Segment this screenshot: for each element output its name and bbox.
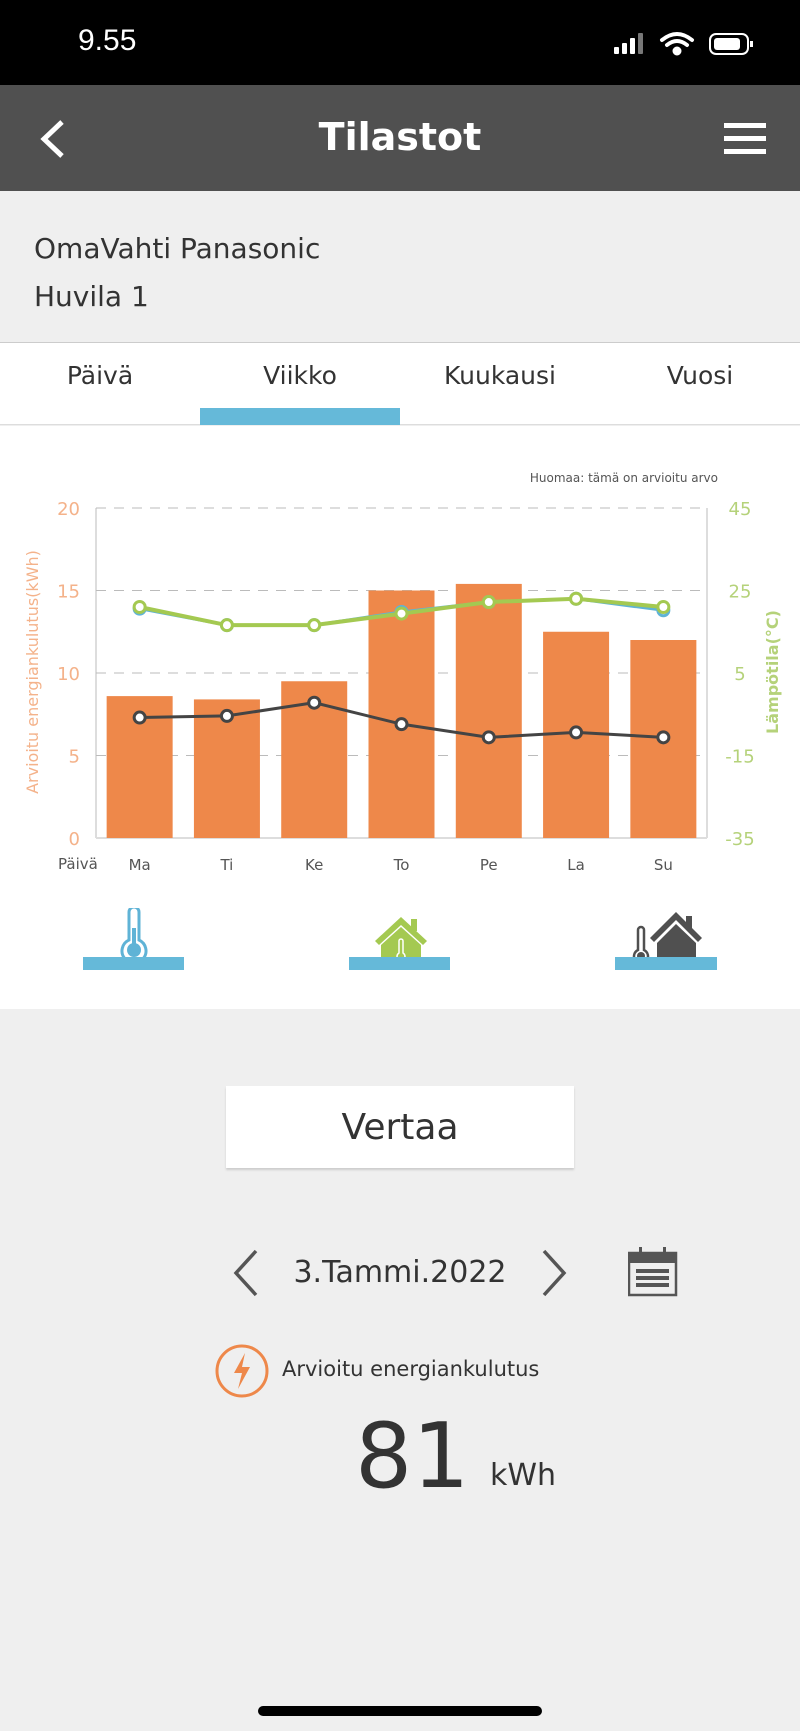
y-right-tick-label: 45 <box>729 499 752 520</box>
chevron-left-icon[interactable] <box>38 118 68 160</box>
battery-icon <box>709 33 753 55</box>
data-point <box>219 708 234 723</box>
legend-toggle-compare[interactable] <box>615 957 717 970</box>
home-indicator <box>258 1706 542 1716</box>
data-point <box>394 606 409 621</box>
bar-to <box>368 590 435 838</box>
data-point <box>219 618 234 633</box>
data-point <box>307 618 322 633</box>
x-tick-label: La <box>567 856 585 874</box>
legend-toggle-outdoor[interactable] <box>83 957 184 970</box>
y-axis-right-title: Lämpötila(°C) <box>763 610 782 734</box>
summary-unit: kWh <box>490 1458 557 1493</box>
data-point <box>132 710 147 725</box>
thermometer-icon[interactable] <box>118 908 150 966</box>
device-info: OmaVahti Panasonic Huvila 1 <box>0 191 800 343</box>
lightning-icon <box>215 1344 269 1398</box>
wifi-icon <box>660 32 694 56</box>
y-tick-label: 10 <box>57 664 80 685</box>
tab-vuosi[interactable]: Vuosi <box>666 361 734 390</box>
app-header: Tilastot <box>0 85 800 191</box>
energy-chart: Huomaa: tämä on arvioitu arvo 0 5 10 15 20 -3… <box>23 471 782 874</box>
x-axis-title: Päivä <box>58 855 98 873</box>
y-right-tick-label: -15 <box>725 747 754 768</box>
x-tick-label: To <box>393 856 410 874</box>
data-point <box>569 591 584 606</box>
thermometer-house-icon[interactable] <box>630 908 702 968</box>
tab-paiva[interactable]: Päivä <box>66 361 134 390</box>
y-tick-label: 15 <box>57 582 80 603</box>
data-point <box>307 695 322 710</box>
data-point <box>132 600 147 614</box>
active-tab-indicator <box>200 408 400 425</box>
compare-button[interactable]: Vertaa <box>226 1086 574 1168</box>
x-tick-label: Pe <box>480 856 498 874</box>
y-tick-label: 0 <box>69 829 80 850</box>
calendar-icon[interactable] <box>628 1247 678 1297</box>
status-icons <box>614 32 753 56</box>
chart-note: Huomaa: tämä on arvioitu arvo <box>530 471 718 485</box>
y-right-tick-label: 5 <box>734 664 745 685</box>
data-point <box>656 730 671 745</box>
summary-label: Arvioitu energiankulutus <box>282 1357 540 1381</box>
y-tick-label: 20 <box>57 499 80 520</box>
x-tick-label: Ma <box>129 856 151 874</box>
page-title: Tilastot <box>318 115 482 159</box>
bar-pe <box>455 583 522 838</box>
x-tick-label: Ti <box>219 856 233 874</box>
signal-icon <box>614 33 643 54</box>
summary-value: 81 <box>355 1404 470 1509</box>
tab-viikko[interactable]: Viikko <box>263 361 337 390</box>
y-right-tick-label: -35 <box>725 829 754 850</box>
legend-toggle-indoor[interactable] <box>349 957 450 970</box>
status-time: 9.55 <box>78 24 137 57</box>
data-point <box>481 595 496 610</box>
data-point <box>481 730 496 745</box>
status-bar: 9.55 <box>0 0 800 85</box>
tab-kuukausi[interactable]: Kuukausi <box>443 361 556 390</box>
device-location: Huvila 1 <box>34 280 149 313</box>
y-tick-label: 5 <box>69 747 80 768</box>
data-point <box>656 600 671 614</box>
previous-date-icon[interactable] <box>230 1249 262 1297</box>
hamburger-icon[interactable] <box>724 123 766 155</box>
x-tick-label: Ke <box>305 856 323 874</box>
y-right-tick-label: 25 <box>729 582 752 603</box>
current-date: 3.Tammi.2022 <box>293 1255 507 1290</box>
y-axis-title: Arvioitu energiankulutus(kWh) <box>23 550 42 794</box>
period-tabs: Päivä Viikko Kuukausi Vuosi <box>0 343 800 425</box>
data-point <box>569 725 584 740</box>
device-name: OmaVahti Panasonic <box>34 232 321 265</box>
x-tick-label: Su <box>654 856 673 874</box>
next-date-icon[interactable] <box>538 1249 570 1297</box>
data-point <box>394 717 409 732</box>
